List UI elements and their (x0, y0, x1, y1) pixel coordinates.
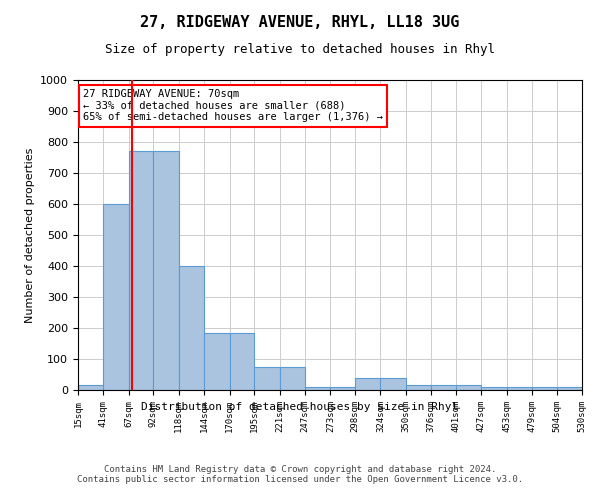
Text: 27 RIDGEWAY AVENUE: 70sqm
← 33% of detached houses are smaller (688)
65% of semi: 27 RIDGEWAY AVENUE: 70sqm ← 33% of detac… (83, 90, 383, 122)
Bar (154, 152, 179, 390)
Bar (254, 367, 280, 390)
Bar (305, 387, 331, 390)
Bar (103, 204, 129, 390)
Bar (129, 152, 154, 390)
Text: Contains HM Land Registry data © Crown copyright and database right 2024.
Contai: Contains HM Land Registry data © Crown c… (77, 465, 523, 484)
Y-axis label: Number of detached properties: Number of detached properties (25, 148, 35, 322)
Bar (406, 386, 431, 390)
Bar (456, 386, 481, 390)
Bar (78, 386, 103, 390)
Bar (280, 367, 305, 390)
Text: Size of property relative to detached houses in Rhyl: Size of property relative to detached ho… (105, 42, 495, 56)
Bar (431, 386, 456, 390)
Bar (506, 387, 532, 390)
Bar (204, 332, 230, 390)
Bar (179, 266, 204, 390)
Bar (331, 387, 355, 390)
Bar (557, 387, 582, 390)
Bar (380, 378, 406, 390)
Text: 27, RIDGEWAY AVENUE, RHYL, LL18 3UG: 27, RIDGEWAY AVENUE, RHYL, LL18 3UG (140, 15, 460, 30)
Bar (481, 387, 506, 390)
Bar (230, 332, 254, 390)
Text: Distribution of detached houses by size in Rhyl: Distribution of detached houses by size … (142, 402, 458, 412)
Bar (532, 387, 557, 390)
Bar (355, 378, 380, 390)
